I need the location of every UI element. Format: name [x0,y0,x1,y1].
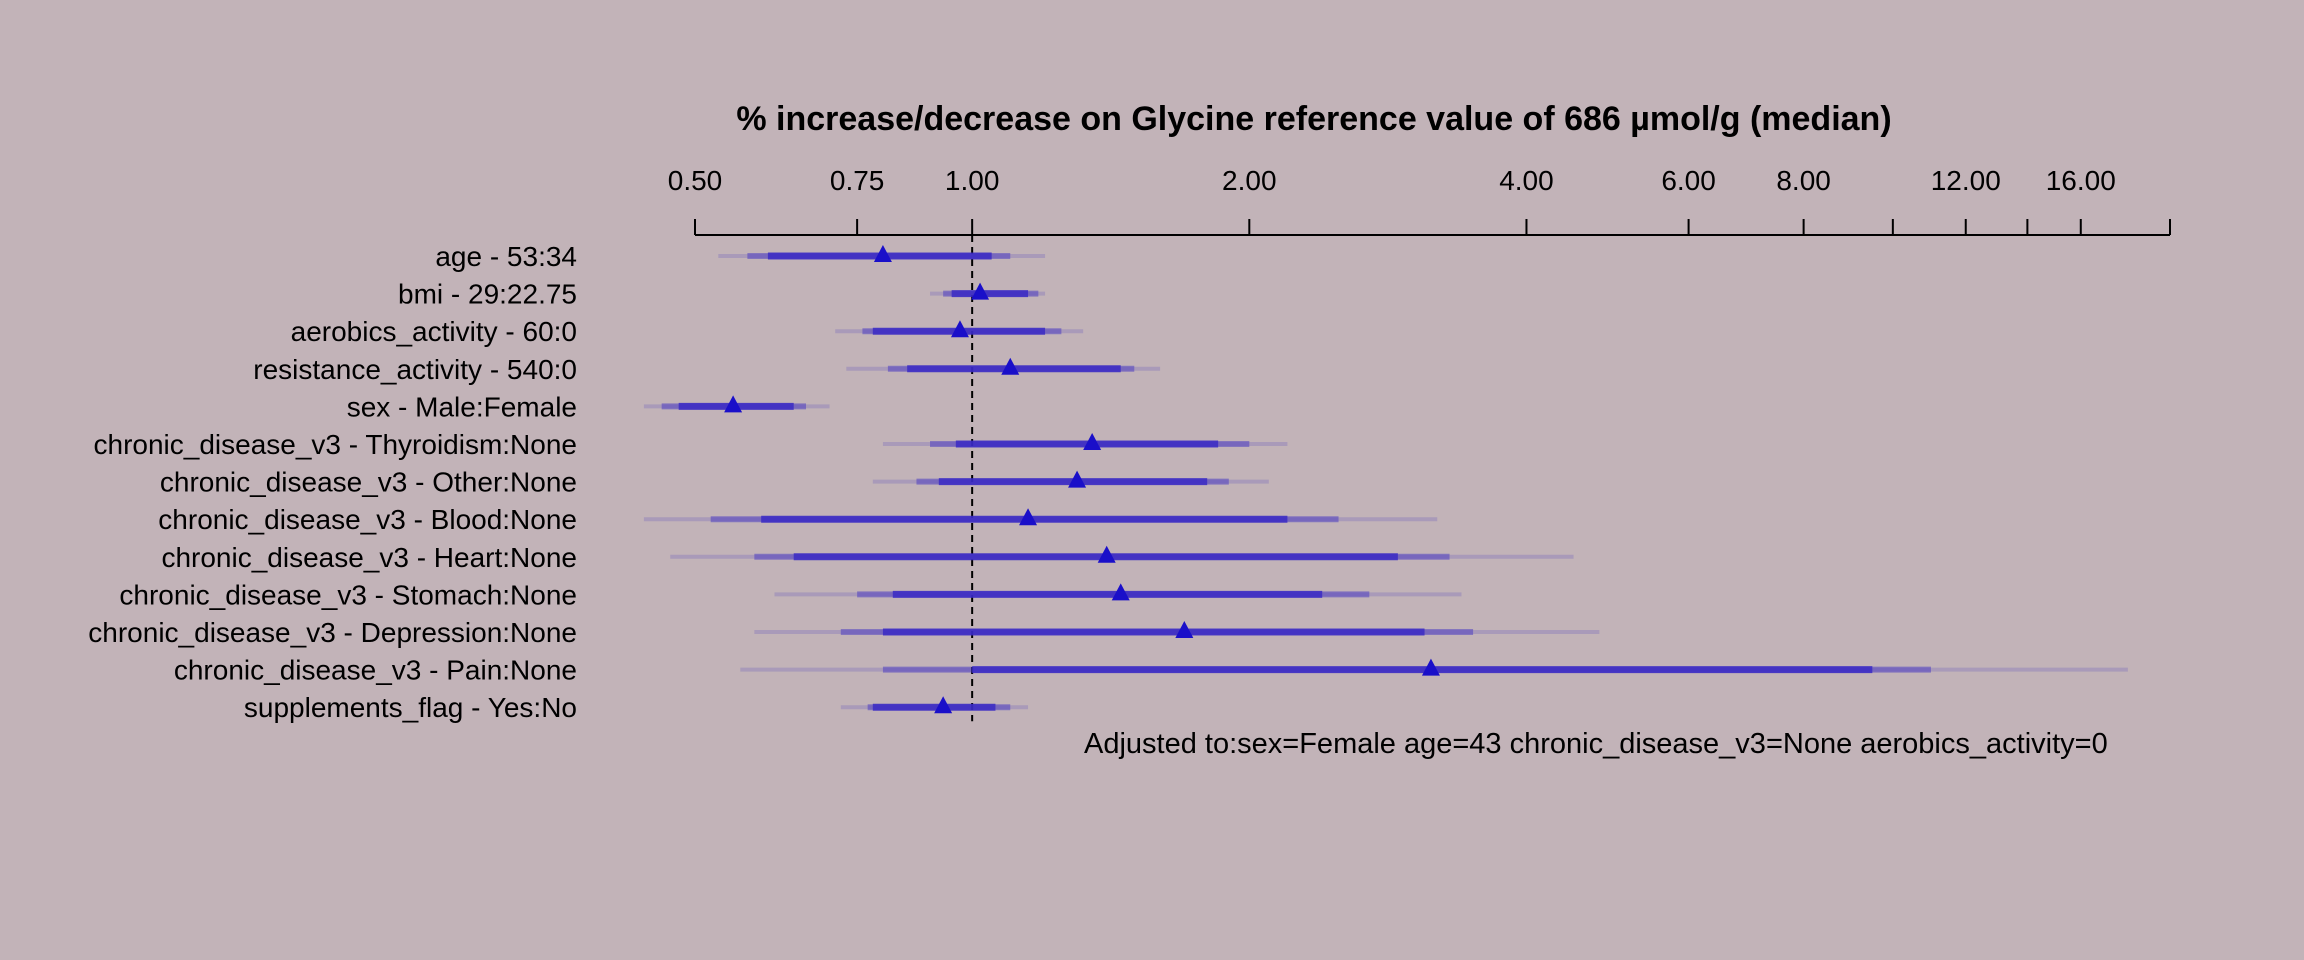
adjustment-annotation: Adjusted to:sex=Female age=43 chronic_di… [1084,728,2108,760]
estimate-marker [1175,621,1194,638]
x-tick-label: 1.00 [945,165,1000,196]
estimate-marker [1421,658,1440,676]
forest-row: supplements_flag - Yes:No [244,692,1029,723]
forest-row: chronic_disease_v3 - Stomach:None [119,579,1462,610]
forest-row: chronic_disease_v3 - Blood:None [158,504,1438,535]
forest-row: aerobics_activity - 60:0 [291,316,1084,347]
forest-row: chronic_disease_v3 - Pain:None [174,655,2128,686]
row-label: chronic_disease_v3 - Pain:None [174,655,577,686]
row-label: chronic_disease_v3 - Other:None [160,467,577,498]
estimate-marker [873,245,892,262]
x-tick-label: 2.00 [1222,165,1277,196]
estimate-marker [1068,470,1087,488]
forest-row: chronic_disease_v3 - Thyroidism:None [94,429,1288,460]
x-tick-label: 12.00 [1931,165,2001,196]
forest-row: chronic_disease_v3 - Other:None [160,467,1269,498]
row-label: chronic_disease_v3 - Thyroidism:None [94,429,578,460]
estimate-marker [1097,545,1116,563]
row-label: chronic_disease_v3 - Stomach:None [119,579,577,610]
estimate-marker [971,282,990,300]
estimate-marker [724,395,743,413]
forest-row: bmi - 29:22.75 [398,279,1046,310]
x-tick-label: 4.00 [1499,165,1554,196]
row-label: chronic_disease_v3 - Depression:None [88,617,577,648]
x-tick-label: 0.50 [668,165,723,196]
row-label: chronic_disease_v3 - Blood:None [158,504,577,535]
estimate-marker [1111,583,1130,601]
estimate-marker [950,320,969,338]
forest-row: chronic_disease_v3 - Depression:None [88,617,1600,648]
estimate-marker [934,696,953,714]
forest-row: chronic_disease_v3 - Heart:None [161,542,1574,573]
x-tick-label: 0.75 [830,165,885,196]
row-label: sex - Male:Female [347,391,577,422]
x-axis: 0.50 0.75 1.00 2.00 4.00 6.00 8.00 12.00 16.00 [668,165,2171,236]
estimate-marker [1019,508,1038,526]
row-label: supplements_flag - Yes:No [244,692,577,723]
row-label: chronic_disease_v3 - Heart:None [161,542,577,573]
forest-row: resistance_activity - 540:0 [253,354,1161,385]
x-tick-label: 8.00 [1776,165,1831,196]
estimate-marker [1001,357,1020,375]
chart-title: % increase/decrease on Glycine reference… [736,100,1891,138]
forest-row: sex - Male:Female [347,391,830,422]
row-label: aerobics_activity - 60:0 [291,316,577,347]
estimate-marker [1083,433,1102,450]
row-label: age - 53:34 [435,241,577,272]
x-tick-label: 16.00 [2046,165,2116,196]
x-tick-label: 6.00 [1661,165,1716,196]
row-label: bmi - 29:22.75 [398,279,577,310]
forest-row: age - 53:34 [435,241,1046,272]
row-label: resistance_activity - 540:0 [253,354,577,385]
forest-rows: age - 53:34 bmi - 29:22.75 aerobics_activi… [88,241,2128,723]
